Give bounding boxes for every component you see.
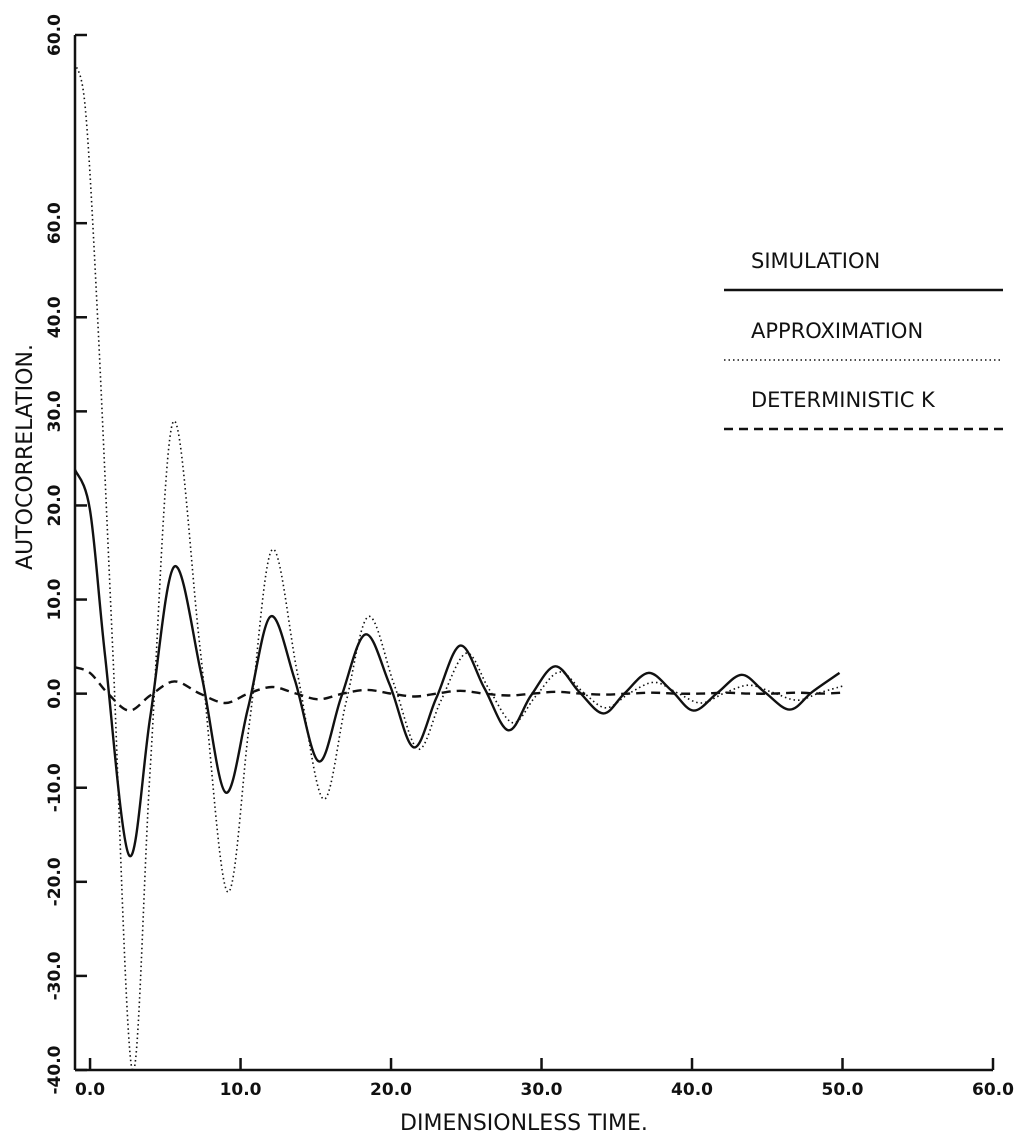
legend: SIMULATION APPROXIMATION DETERMINISTIC K	[724, 249, 1003, 431]
y-tick-label: -10.0	[45, 763, 65, 812]
x-ticks: 0.0 10.0 20.0 30.0 40.0 50.0 60.0	[75, 1058, 1014, 1100]
y-tick-label: 40.0	[45, 296, 65, 338]
series-line-simulation	[73, 469, 841, 858]
y-tick-label: 60.0	[45, 202, 65, 244]
y-axis-title: AUTOCORRELATION.	[13, 344, 38, 570]
plot-area	[73, 62, 843, 1073]
x-tick-label: 20.0	[370, 1080, 412, 1100]
y-tick-label: 10.0	[45, 578, 65, 620]
x-tick-label: 40.0	[671, 1080, 713, 1100]
x-tick-label: 50.0	[822, 1080, 864, 1100]
legend-label: APPROXIMATION	[751, 319, 923, 343]
x-tick-label: 60.0	[972, 1080, 1014, 1100]
y-tick-label: 60.0	[45, 14, 65, 56]
y-tick-label: -40.0	[45, 1045, 65, 1094]
legend-label: DETERMINISTIC K	[751, 388, 936, 412]
series-line-approximation	[74, 62, 843, 1073]
y-ticks: -40.0 -30.0 -20.0 -10.0 0.0 10.0 20.0 30.0 40.0 6…	[45, 14, 87, 1095]
x-tick-label: 30.0	[521, 1080, 563, 1100]
y-tick-label: 30.0	[45, 390, 65, 432]
x-tick-label: 0.0	[75, 1080, 105, 1100]
y-tick-label: -30.0	[45, 951, 65, 1000]
legend-label: SIMULATION	[751, 249, 880, 273]
series-line-deterministic-k	[74, 666, 843, 712]
y-tick-label: 20.0	[45, 484, 65, 526]
y-tick-label: 0.0	[45, 678, 65, 708]
x-axis-title: DIMENSIONLESS TIME.	[400, 1111, 648, 1136]
x-tick-label: 10.0	[220, 1080, 262, 1100]
axes: 0.0 10.0 20.0 30.0 40.0 50.0 60.0 -40.0 -30.0 -2…	[45, 14, 1014, 1100]
y-tick-label: -20.0	[45, 857, 65, 906]
